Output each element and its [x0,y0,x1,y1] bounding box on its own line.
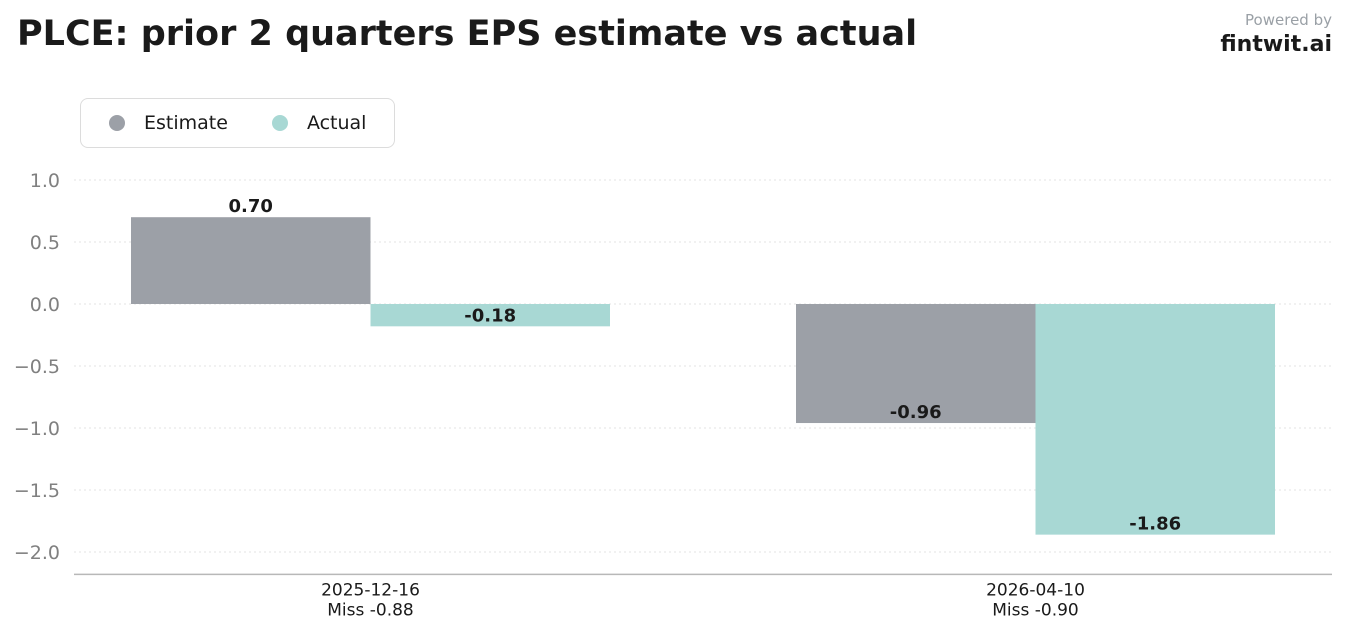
bar-actual [370,304,610,327]
chart-title: PLCE: prior 2 quarters EPS estimate vs a… [17,14,918,54]
data-label: -0.96 [890,402,942,423]
legend-label-estimate: Estimate [144,112,228,134]
data-label: 0.70 [229,196,273,217]
powered-by-label: Powered by [1245,11,1332,29]
x-tick-label: 2026-04-10 [986,580,1085,600]
y-tick-label: −1.5 [14,480,60,502]
x-tick-note: Miss -0.90 [992,600,1079,620]
data-label: -0.18 [464,305,516,326]
x-tick-note: Miss -0.88 [327,600,414,620]
legend-item-actual: Actual [271,112,367,134]
y-tick-label: −2.0 [14,542,60,564]
bar-estimate [131,217,371,304]
y-tick-label: 0.0 [30,294,60,316]
y-tick-label: −1.0 [14,418,60,440]
bar-estimate [796,304,1036,424]
bar-actual [1035,304,1275,535]
legend-item-estimate: Estimate [109,112,228,134]
data-label: -1.86 [1129,514,1181,535]
x-tick-label: 2025-12-16 [321,580,420,600]
legend-label-actual: Actual [306,112,367,134]
legend-dot-actual [271,115,288,131]
brand-name: fintwit.ai [1220,32,1332,57]
y-tick-label: 1.0 [30,170,60,192]
legend: Estimate Actual [80,98,395,148]
y-tick-label: 0.5 [30,232,60,254]
brand-block: Powered by fintwit.ai [1220,10,1332,60]
legend-dot-estimate [109,115,125,131]
y-tick-label: −0.5 [14,356,60,378]
